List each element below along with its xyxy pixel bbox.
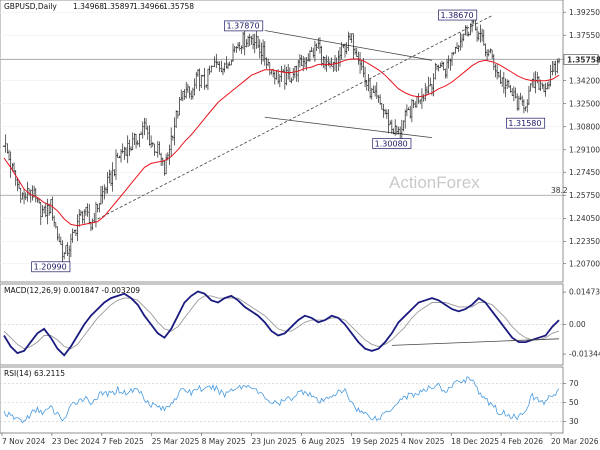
x-tick-label: 4 Feb 2026 <box>501 437 543 446</box>
x-tick-label: 19 Sep 2025 <box>351 437 399 446</box>
macd-title: MACD(12,26,9) 0.001847 -0.003209 <box>4 286 140 295</box>
rsi-title: RSI(14) 63.2115 <box>4 369 65 378</box>
last-price-label: 1.35758 <box>567 55 600 64</box>
fib-level-label: 38.2 <box>551 186 568 195</box>
price-callout-label: 1.37870 <box>226 22 259 31</box>
x-tick-label: 20 Mar 2026 <box>551 437 599 446</box>
x-tick-label: 18 Dec 2025 <box>451 437 499 446</box>
price-header: GBPUSD,Daily 1.34968 1.35897 1.34966 1.3… <box>4 2 194 11</box>
macd-y-axis: 0.014734 0.00 -0.013442 <box>563 288 600 359</box>
price-callout-box <box>372 138 412 149</box>
price-tick-label: 1.37550 <box>569 31 600 40</box>
price-callout-label: 1.30080 <box>375 139 408 148</box>
ohlc-close: 1.35758 <box>163 2 194 11</box>
price-title: GBPUSD,Daily <box>4 2 57 11</box>
price-tick-label: 1.34200 <box>569 76 600 85</box>
price-panel: ActionForex 38.2 1.378701.386701.300801.… <box>0 0 600 283</box>
last-price-box <box>563 54 599 65</box>
price-callout-box <box>224 20 264 32</box>
moving-average-line <box>3 58 560 227</box>
rsi-tick-label: 30 <box>569 417 579 426</box>
price-callout-label: 1.20990 <box>34 263 67 272</box>
price-tick-label: 1.32500 <box>569 99 600 108</box>
watermark: ActionForex <box>389 173 480 192</box>
trendline <box>264 116 433 139</box>
x-tick-label: 8 May 2025 <box>202 437 246 446</box>
price-callout-label: 1.38670 <box>440 11 473 20</box>
price-plot-area <box>0 0 564 283</box>
price-tick-label: 1.27450 <box>569 168 600 177</box>
price-bars <box>3 14 560 264</box>
macd-trendline <box>391 338 560 346</box>
macd-tick-label: -0.013442 <box>569 350 600 359</box>
price-tick-label: 1.30800 <box>569 122 600 131</box>
macd-panel: 0.014734 0.00 -0.013442 MACD(12,26,9) 0.00… <box>0 283 600 366</box>
price-tick-label: 1.25750 <box>569 191 600 200</box>
ohlc-open: 1.34968 <box>73 2 104 11</box>
rsi-y-axis: 70 50 30 <box>563 379 579 426</box>
price-tick-label: 1.39250 <box>569 8 600 17</box>
rsi-panel: 70 50 30 RSI(14) 63.2115 <box>0 366 579 434</box>
rsi-tick-label: 70 <box>569 379 579 388</box>
macd-tick-label: 0.014734 <box>569 288 600 297</box>
rsi-line <box>3 376 560 424</box>
x-tick-label: 4 Nov 2025 <box>401 437 444 446</box>
macd-tick-label: 0.00 <box>569 320 586 329</box>
rsi-lines <box>3 376 560 424</box>
macd-line <box>3 290 560 357</box>
x-tick-label: 23 Jun 2025 <box>252 437 297 446</box>
price-moving-average <box>3 58 560 227</box>
ohlc-low: 1.34966 <box>133 2 164 11</box>
price-y-axis: 1.392501.375501.358501.342001.325001.308… <box>563 8 600 268</box>
x-tick-label: 7 Feb 2025 <box>102 437 144 446</box>
trendline <box>97 15 493 220</box>
x-axis: 7 Nov 2024 23 Dec 2024 7 Feb 2025 25 Mar 20… <box>1 433 599 446</box>
price-tick-label: 1.20700 <box>569 259 600 268</box>
x-tick-label: 6 Aug 2025 <box>301 437 344 446</box>
x-tick-label: 25 Mar 2025 <box>152 437 200 446</box>
price-callout-box <box>438 9 478 21</box>
x-tick-label: 7 Nov 2024 <box>2 437 45 446</box>
price-callout-box <box>31 261 71 273</box>
price-levels: 38.2 <box>0 59 568 196</box>
price-tick-label: 1.29100 <box>569 145 600 154</box>
price-tick-label: 1.22350 <box>569 237 600 246</box>
rsi-grid <box>0 383 563 422</box>
rsi-tick-label: 50 <box>569 398 579 407</box>
macd-signal-line <box>3 295 560 350</box>
x-tick-label: 23 Dec 2024 <box>52 437 100 446</box>
price-callouts: 1.37870 1.38670 1.30080 1.31580 1.20990 <box>31 9 546 273</box>
price-callout-label: 1.31580 <box>508 119 541 128</box>
price-callout-box <box>506 117 546 129</box>
price-tick-label: 1.24050 <box>569 214 600 223</box>
ohlc-high: 1.35897 <box>103 2 134 11</box>
macd-lines <box>3 290 560 357</box>
